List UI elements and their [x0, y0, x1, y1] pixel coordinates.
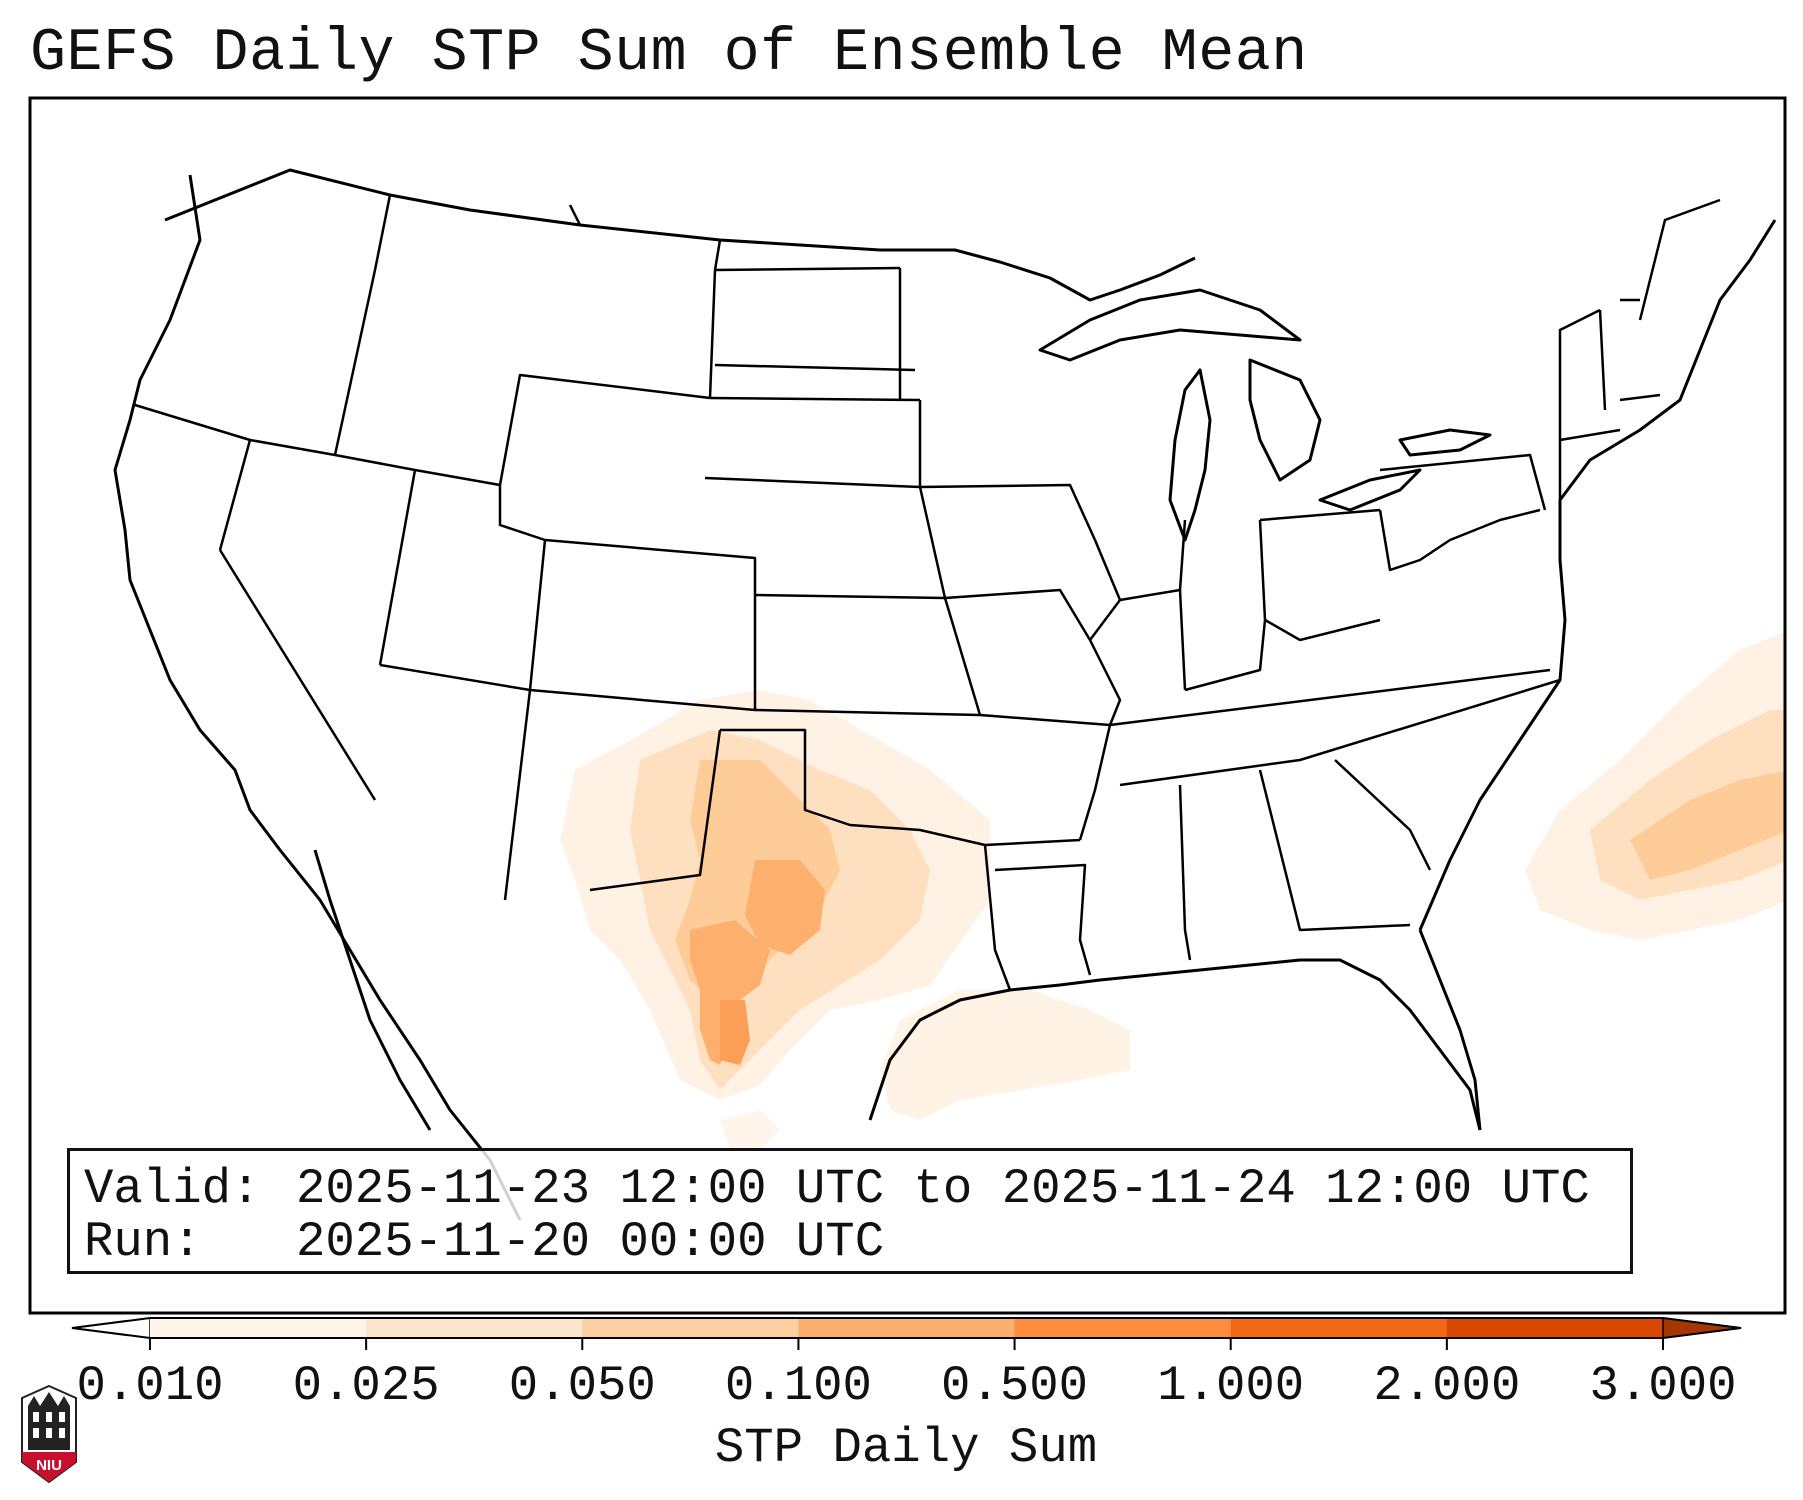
colorbar-segment — [150, 1318, 367, 1338]
niu-logo: NIU — [21, 1384, 77, 1484]
stp-region-gulf — [720, 990, 1130, 1150]
colorbar-segment — [582, 1318, 799, 1338]
lake-superior — [1038, 288, 1302, 362]
map-frame — [28, 96, 1787, 1315]
colorbar-tick-label: 0.025 — [292, 1358, 440, 1414]
colorbar-tick-label: 3.000 — [1589, 1358, 1737, 1414]
colorbar-tick-label: 1.000 — [1157, 1358, 1305, 1414]
colorbar-segment — [1014, 1318, 1232, 1338]
colorbar-extend-min — [71, 1317, 151, 1339]
baja-coast — [313, 849, 432, 1131]
stp-region-southern-plains — [560, 690, 990, 1100]
colorbar-segment — [1446, 1318, 1664, 1338]
lake-huron — [1248, 358, 1322, 482]
colorbar-tick-label: 2.000 — [1373, 1358, 1521, 1414]
lake-erie — [1318, 468, 1422, 512]
colorbar-tick-label: 0.500 — [941, 1358, 1089, 1414]
lake-michigan — [1168, 368, 1212, 542]
pacific-coast — [113, 174, 522, 1221]
colorbar-segment — [1230, 1318, 1448, 1338]
stp-shading — [560, 632, 1785, 1150]
colorbar-label: STP Daily Sum — [714, 1420, 1098, 1476]
map-title: GEFS Daily STP Sum of Ensemble Mean — [30, 20, 1308, 88]
run-value: 2025-11-20 00:00 UTC — [296, 1214, 885, 1270]
info-box: Valid: 2025-11-23 12:00 UTC to 2025-11-2… — [67, 1148, 1633, 1274]
colorbar-tick-label: 0.050 — [508, 1358, 656, 1414]
lake-ontario — [1398, 428, 1492, 457]
us-canada-border — [164, 168, 1196, 302]
valid-label: Valid: — [84, 1161, 261, 1217]
colorbar-tick-label: 0.010 — [76, 1358, 224, 1414]
colorbar-segment — [366, 1318, 583, 1338]
valid-value: 2025-11-23 12:00 UTC to 2025-11-24 12:00… — [296, 1161, 1590, 1217]
colorbar-segment — [798, 1318, 1016, 1338]
florida-coast — [1418, 929, 1482, 1131]
state-boundaries — [134, 194, 1721, 991]
stp-region-atlantic — [1525, 632, 1785, 940]
colorbar-tick-label: 0.100 — [724, 1358, 872, 1414]
gulf-coast — [868, 958, 1482, 1131]
run-line: Run: 2025-11-20 00:00 UTC — [84, 1216, 1616, 1269]
colorbar-extend-max — [1662, 1317, 1742, 1339]
logo-text: NIU — [36, 1457, 62, 1474]
valid-line: Valid: 2025-11-23 12:00 UTC to 2025-11-2… — [84, 1163, 1616, 1216]
run-label: Run: — [84, 1214, 202, 1270]
